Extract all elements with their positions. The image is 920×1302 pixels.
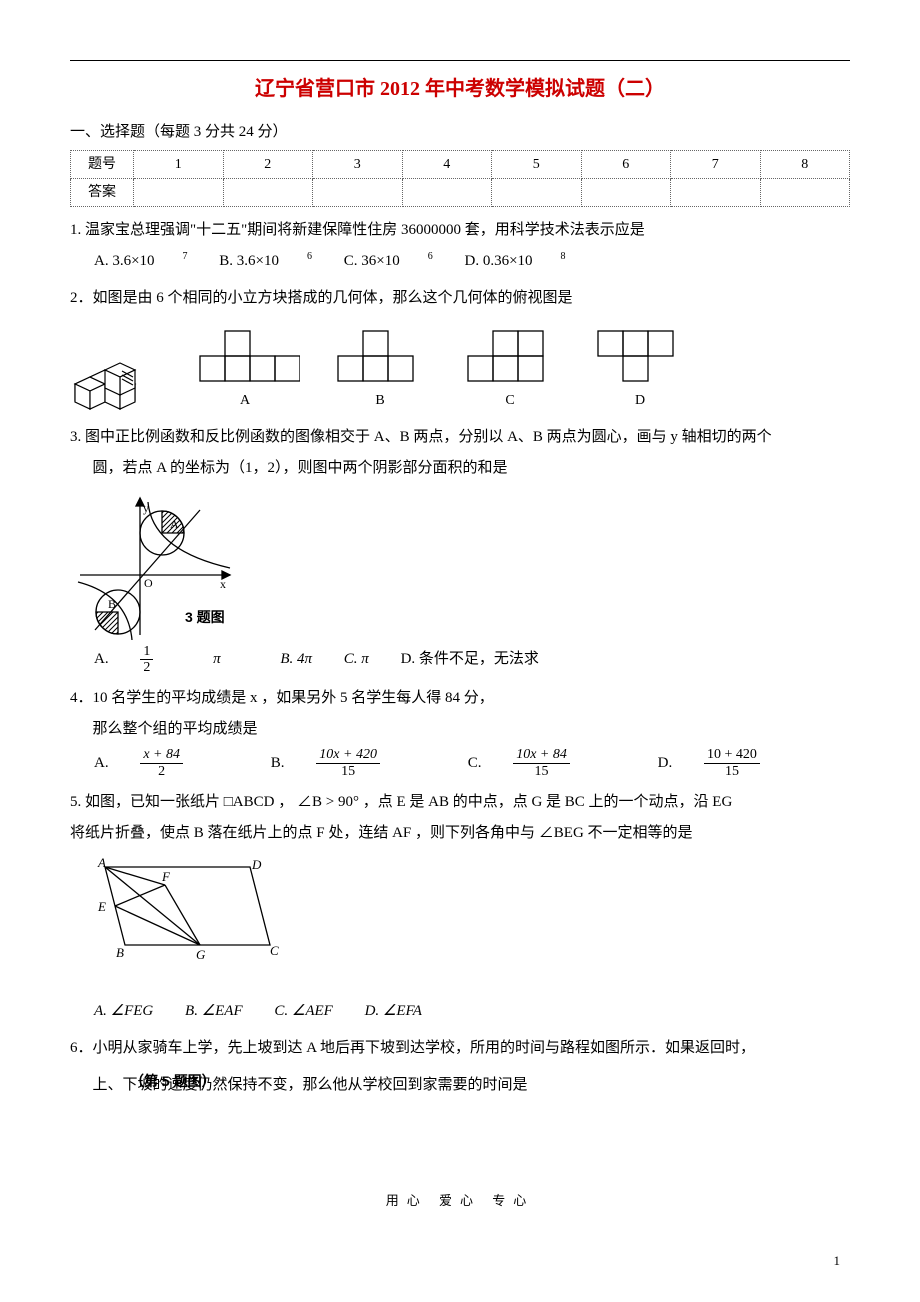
page-number: 1 [834, 1249, 841, 1272]
q1-stem: 1. 温家宝总理强调"十二五"期间将新建保障性住房 36000000 套，用科学… [70, 217, 850, 244]
answer-cell [581, 179, 671, 207]
q4-opt-b: B. 10x + 42015 [271, 747, 436, 779]
title-prefix: 辽宁省营口市 2012 年中考数学模拟试题 [255, 78, 605, 100]
q2-cap-a: A [190, 388, 300, 413]
question-4: 4．10 名学生的平均成绩是 x ，如果另外 5 名学生每人得 84 分， 那么… [70, 685, 850, 779]
question-3: 3. 图中正比例函数和反比例函数的图像相交于 A、B 两点，分别以 A、B 两点… [70, 424, 850, 676]
q6-stem1: 6．小明从家骑车上学，先上坡到达 A 地后再下坡到达学校，所用的时间与路程如图所… [70, 1035, 850, 1062]
q2-figures: A B [70, 326, 850, 413]
answer-table: 题号 1 2 3 4 5 6 7 8 答案 [70, 150, 850, 207]
q2-stem: 2．如图是由 6 个相同的小立方块搭成的几何体，那么这个几何体的俯视图是 [70, 285, 850, 312]
q3-stem1: 3. 图中正比例函数和反比例函数的图像相交于 A、B 两点，分别以 A、B 两点… [70, 424, 850, 451]
col-head: 3 [313, 151, 403, 179]
answer-cell [223, 179, 313, 207]
svg-text:y: y [143, 501, 149, 515]
svg-text:B: B [108, 597, 116, 611]
q1-opt-c: C. 36×106 [344, 248, 433, 275]
q5-opt-a: A. ∠FEG [94, 998, 153, 1025]
doc-title: 辽宁省营口市 2012 年中考数学模拟试题（二） [70, 71, 850, 107]
q2-solid-icon [70, 339, 160, 414]
q4-opt-a: A. x + 842 [94, 747, 239, 779]
col-head: 2 [223, 151, 313, 179]
section1-heading: 一、选择题（每题 3 分共 24 分） [70, 119, 850, 146]
q3-figure: y x O A B 3 题图 [70, 490, 260, 640]
q2-opt-c-fig: C [460, 326, 560, 413]
answer-cell [760, 179, 850, 207]
svg-text:G: G [196, 947, 206, 962]
row-label: 题号 [71, 151, 134, 179]
q5-stem2: 将纸片折叠，使点 B 落在纸片上的点 F 处，连结 AF ，则下列各角中与 ∠B… [70, 820, 850, 847]
col-head: 6 [581, 151, 671, 179]
q2-cap-b: B [330, 388, 430, 413]
q3-opt-a: A. 12 π [94, 644, 249, 676]
answer-cell [402, 179, 492, 207]
top-rule [70, 60, 850, 61]
svg-text:E: E [97, 899, 106, 914]
q3-opt-c: C. π [344, 646, 369, 673]
q3-opt-b: B. 4π [280, 646, 312, 673]
q4-opt-d: D. 10 + 42015 [658, 747, 816, 779]
answer-cell [313, 179, 403, 207]
answer-cell [134, 179, 224, 207]
svg-text:C: C [270, 943, 279, 958]
question-2: 2．如图是由 6 个相同的小立方块搭成的几何体，那么这个几何体的俯视图是 [70, 285, 850, 413]
q4-stem1: 4．10 名学生的平均成绩是 x ，如果另外 5 名学生每人得 84 分， [70, 685, 850, 712]
q5-figure: A D C B E F G （第 5 题图） [70, 855, 290, 984]
col-head: 1 [134, 151, 224, 179]
q5-fig-label: （第 5 题图） [130, 1069, 350, 1094]
svg-text:D: D [251, 857, 262, 872]
svg-text:B: B [116, 945, 124, 960]
q3-stem2: 圆，若点 A 的坐标为（1，2），则图中两个阴影部分面积的和是 [70, 455, 850, 482]
q1-opt-b: B. 3.6×106 [219, 248, 312, 275]
svg-text:x: x [220, 577, 226, 591]
q1-options: A. 3.6×107 B. 3.6×106 C. 36×106 D. 0.36×… [94, 248, 850, 275]
svg-text:A: A [97, 855, 106, 870]
q2-opt-b-fig: B [330, 326, 430, 413]
svg-text:O: O [144, 576, 153, 590]
q5-opt-d: D. ∠EFA [365, 998, 422, 1025]
q1-opt-a: A. 3.6×107 [94, 248, 188, 275]
col-head: 7 [671, 151, 761, 179]
col-head: 5 [492, 151, 582, 179]
q1-opt-d: D. 0.36×108 [464, 248, 565, 275]
q5-stem1: 5. 如图，已知一张纸片 □ABCD ， ∠B > 90° ，点 E 是 AB … [70, 789, 850, 816]
svg-text:A: A [170, 517, 179, 531]
q4-stem2: 那么整个组的平均成绩是 [70, 716, 850, 743]
question-1: 1. 温家宝总理强调"十二五"期间将新建保障性住房 36000000 套，用科学… [70, 217, 850, 275]
q2-cap-d: D [590, 388, 690, 413]
table-row: 题号 1 2 3 4 5 6 7 8 [71, 151, 850, 179]
q4-options: A. x + 842 B. 10x + 42015 C. 10x + 8415 … [94, 747, 850, 779]
q3-options: A. 12 π B. 4π C. π D. 条件不足，无法求 [94, 644, 850, 676]
col-head: 4 [402, 151, 492, 179]
table-row: 答案 [71, 179, 850, 207]
q2-opt-d-fig: D [590, 326, 690, 413]
row-label: 答案 [71, 179, 134, 207]
answer-cell [671, 179, 761, 207]
q5-options: A. ∠FEG B. ∠EAF C. ∠AEF D. ∠EFA [94, 998, 850, 1025]
q5-opt-c: C. ∠AEF [274, 998, 332, 1025]
svg-text:F: F [161, 869, 171, 884]
col-head: 8 [760, 151, 850, 179]
q3-fig-label: 3 题图 [185, 605, 225, 630]
q2-cap-c: C [460, 388, 560, 413]
title-suffix: （二） [605, 78, 665, 100]
q5-opt-b: B. ∠EAF [185, 998, 243, 1025]
q2-opt-a-fig: A [190, 326, 300, 413]
answer-cell [492, 179, 582, 207]
q4-opt-c: C. 10x + 8415 [468, 747, 626, 779]
q3-opt-d: D. 条件不足，无法求 [401, 646, 539, 673]
question-5: 5. 如图，已知一张纸片 □ABCD ， ∠B > 90° ，点 E 是 AB … [70, 789, 850, 1025]
footer-text: 用心 爱心 专心 [70, 1189, 850, 1212]
